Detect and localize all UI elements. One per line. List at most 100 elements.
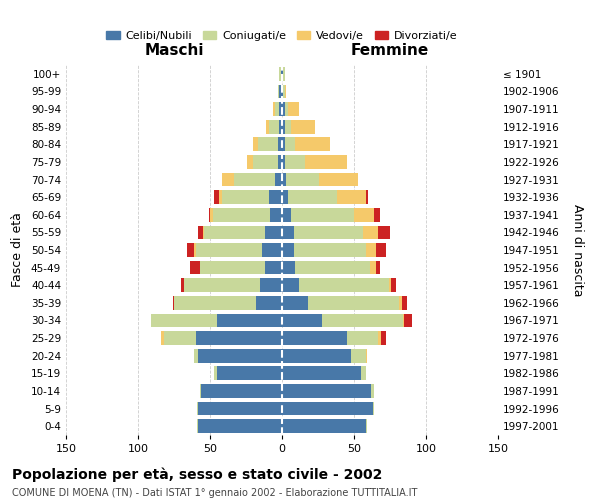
Bar — [279, 102, 282, 116]
Text: Femmine: Femmine — [351, 43, 429, 58]
Bar — [282, 138, 285, 151]
Bar — [202, 384, 282, 398]
Bar — [199, 226, 203, 239]
Text: COMUNE DI MOENA (TN) - Dati ISTAT 1° gennaio 2002 - Elaborazione TUTTITALIA.IT: COMUNE DI MOENA (TN) - Dati ISTAT 1° gen… — [12, 488, 418, 498]
Bar — [371, 384, 374, 398]
Legend: Celibi/Nubili, Coniugati/e, Vedovi/e, Divorziati/e: Celibi/Nubili, Coniugati/e, Vedovi/e, Di… — [102, 26, 462, 45]
Bar — [319, 172, 358, 186]
Y-axis label: Fasce di età: Fasce di età — [11, 212, 24, 288]
Bar — [389, 278, 391, 292]
Bar — [293, 243, 365, 257]
Bar — [194, 349, 199, 362]
Bar — [288, 190, 337, 204]
Bar — [210, 208, 213, 222]
Bar — [299, 278, 389, 292]
Bar — [398, 296, 401, 310]
Bar — [379, 331, 382, 345]
Bar — [269, 120, 279, 134]
Bar — [295, 138, 329, 151]
Bar — [282, 120, 285, 134]
Bar — [286, 172, 319, 186]
Bar — [274, 102, 275, 116]
Bar — [282, 190, 288, 204]
Bar — [362, 226, 379, 239]
Bar — [197, 420, 199, 433]
Bar — [204, 226, 265, 239]
Bar — [285, 155, 305, 169]
Bar — [221, 190, 269, 204]
Bar — [197, 402, 199, 415]
Bar — [282, 278, 299, 292]
Bar — [281, 67, 282, 80]
Bar — [265, 260, 282, 274]
Bar — [253, 155, 278, 169]
Bar — [290, 120, 315, 134]
Bar — [260, 278, 282, 292]
Bar — [351, 349, 365, 362]
Bar — [376, 260, 380, 274]
Bar — [354, 208, 374, 222]
Bar — [209, 208, 210, 222]
Y-axis label: Anni di nascita: Anni di nascita — [571, 204, 584, 296]
Bar — [218, 190, 221, 204]
Bar — [285, 138, 295, 151]
Bar — [282, 67, 283, 80]
Bar — [194, 243, 196, 257]
Bar — [279, 120, 282, 134]
Bar — [190, 260, 200, 274]
Bar — [282, 366, 361, 380]
Bar — [283, 84, 285, 98]
Bar — [265, 226, 282, 239]
Bar — [370, 260, 376, 274]
Bar — [247, 155, 253, 169]
Bar — [401, 296, 407, 310]
Bar — [199, 420, 282, 433]
Bar — [221, 172, 235, 186]
Bar — [184, 278, 260, 292]
Bar — [285, 84, 286, 98]
Bar — [173, 296, 174, 310]
Bar — [200, 384, 202, 398]
Bar — [373, 402, 374, 415]
Bar — [214, 366, 217, 380]
Bar — [337, 190, 365, 204]
Bar — [282, 84, 283, 98]
Bar — [174, 296, 256, 310]
Bar — [278, 155, 282, 169]
Bar — [213, 208, 271, 222]
Bar — [187, 243, 194, 257]
Bar — [285, 120, 290, 134]
Text: Popolazione per età, sesso e stato civile - 2002: Popolazione per età, sesso e stato civil… — [12, 468, 382, 482]
Bar — [379, 226, 390, 239]
Bar — [203, 226, 204, 239]
Bar — [275, 172, 282, 186]
Bar — [282, 226, 293, 239]
Bar — [164, 331, 196, 345]
Bar — [282, 384, 371, 398]
Bar — [282, 172, 286, 186]
Bar — [282, 243, 293, 257]
Bar — [271, 208, 282, 222]
Bar — [161, 331, 164, 345]
Bar — [181, 278, 184, 292]
Bar — [256, 296, 282, 310]
Bar — [295, 260, 370, 274]
Bar — [151, 314, 217, 328]
Bar — [374, 208, 380, 222]
Bar — [269, 190, 282, 204]
Bar — [200, 260, 265, 274]
Bar — [403, 314, 404, 328]
Bar — [279, 84, 282, 98]
Bar — [282, 260, 295, 274]
Bar — [196, 243, 262, 257]
Bar — [217, 314, 282, 328]
Bar — [196, 331, 282, 345]
Bar — [253, 138, 257, 151]
Bar — [275, 102, 279, 116]
Bar — [282, 331, 347, 345]
Bar — [290, 208, 354, 222]
Bar — [376, 243, 386, 257]
Bar — [283, 67, 285, 80]
Bar — [365, 420, 367, 433]
Bar — [282, 296, 308, 310]
